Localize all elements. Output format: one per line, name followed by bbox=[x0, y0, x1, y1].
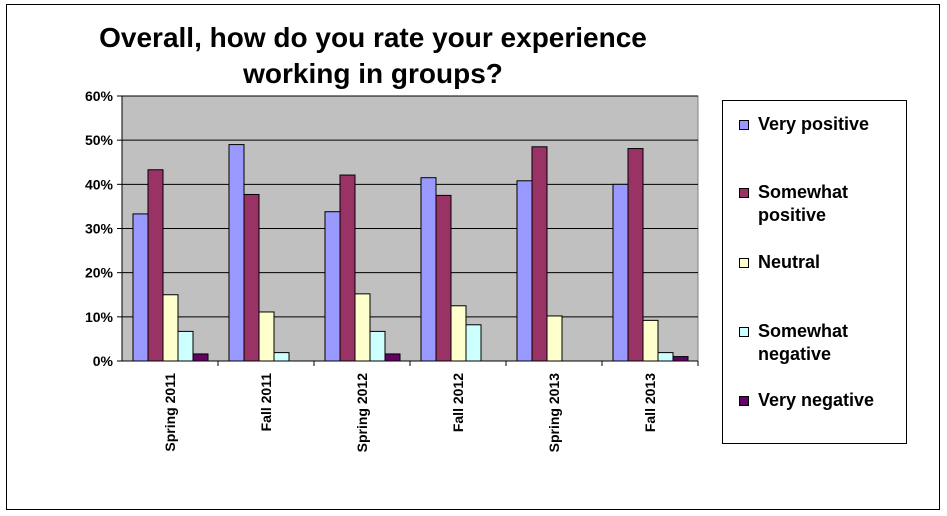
legend-swatch bbox=[739, 258, 749, 268]
legend-swatch bbox=[739, 396, 749, 406]
bar bbox=[465, 324, 482, 362]
bar bbox=[147, 169, 164, 362]
bar bbox=[228, 144, 245, 362]
legend-label: Very positive bbox=[758, 114, 870, 134]
bar bbox=[546, 315, 563, 362]
chart-legend: Very positive Somewhat positive Neutral Som… bbox=[722, 100, 907, 444]
bar bbox=[612, 183, 629, 362]
bar bbox=[177, 330, 194, 362]
bar bbox=[273, 352, 290, 362]
chart-title: Overall, how do you rate your experience… bbox=[99, 22, 647, 89]
bar bbox=[132, 213, 149, 362]
bar bbox=[369, 330, 386, 362]
y-tick-label: 10% bbox=[85, 309, 114, 325]
bar bbox=[657, 352, 674, 362]
y-tick-label: 30% bbox=[85, 221, 114, 237]
bar bbox=[258, 311, 275, 362]
y-tick-label: 20% bbox=[85, 265, 114, 281]
x-tick-label: Fall 2011 bbox=[258, 373, 274, 432]
bar bbox=[192, 353, 209, 362]
x-tick-label: Fall 2012 bbox=[450, 373, 466, 432]
y-tick-label: 0% bbox=[93, 353, 114, 369]
bar bbox=[162, 294, 179, 362]
legend-swatch bbox=[739, 188, 749, 198]
y-tick-label: 40% bbox=[85, 176, 114, 192]
x-tick-label: Spring 2013 bbox=[546, 373, 562, 453]
x-tick-label: Spring 2011 bbox=[162, 373, 178, 452]
bar bbox=[384, 353, 401, 362]
legend-label: Somewhat negative bbox=[758, 321, 849, 364]
bar bbox=[354, 293, 371, 362]
bar bbox=[516, 180, 533, 362]
legend-swatch bbox=[739, 327, 749, 337]
bar bbox=[243, 193, 260, 362]
bar bbox=[420, 177, 437, 362]
legend-label: Neutral bbox=[758, 252, 821, 272]
y-tick-label: 60% bbox=[85, 88, 114, 104]
bar bbox=[339, 174, 356, 362]
bar bbox=[435, 194, 452, 362]
bar bbox=[450, 305, 467, 362]
legend-swatch bbox=[739, 120, 749, 130]
bar bbox=[672, 356, 689, 362]
legend-label: Somewhat positive bbox=[758, 182, 849, 225]
x-tick-label: Spring 2012 bbox=[354, 373, 370, 453]
bar bbox=[531, 146, 548, 362]
bar bbox=[642, 319, 659, 362]
y-tick-label: 50% bbox=[85, 132, 114, 148]
bar bbox=[627, 148, 644, 362]
x-tick-label: Fall 2013 bbox=[642, 373, 658, 432]
bar bbox=[324, 211, 341, 362]
legend-label: Very negative bbox=[758, 390, 875, 410]
